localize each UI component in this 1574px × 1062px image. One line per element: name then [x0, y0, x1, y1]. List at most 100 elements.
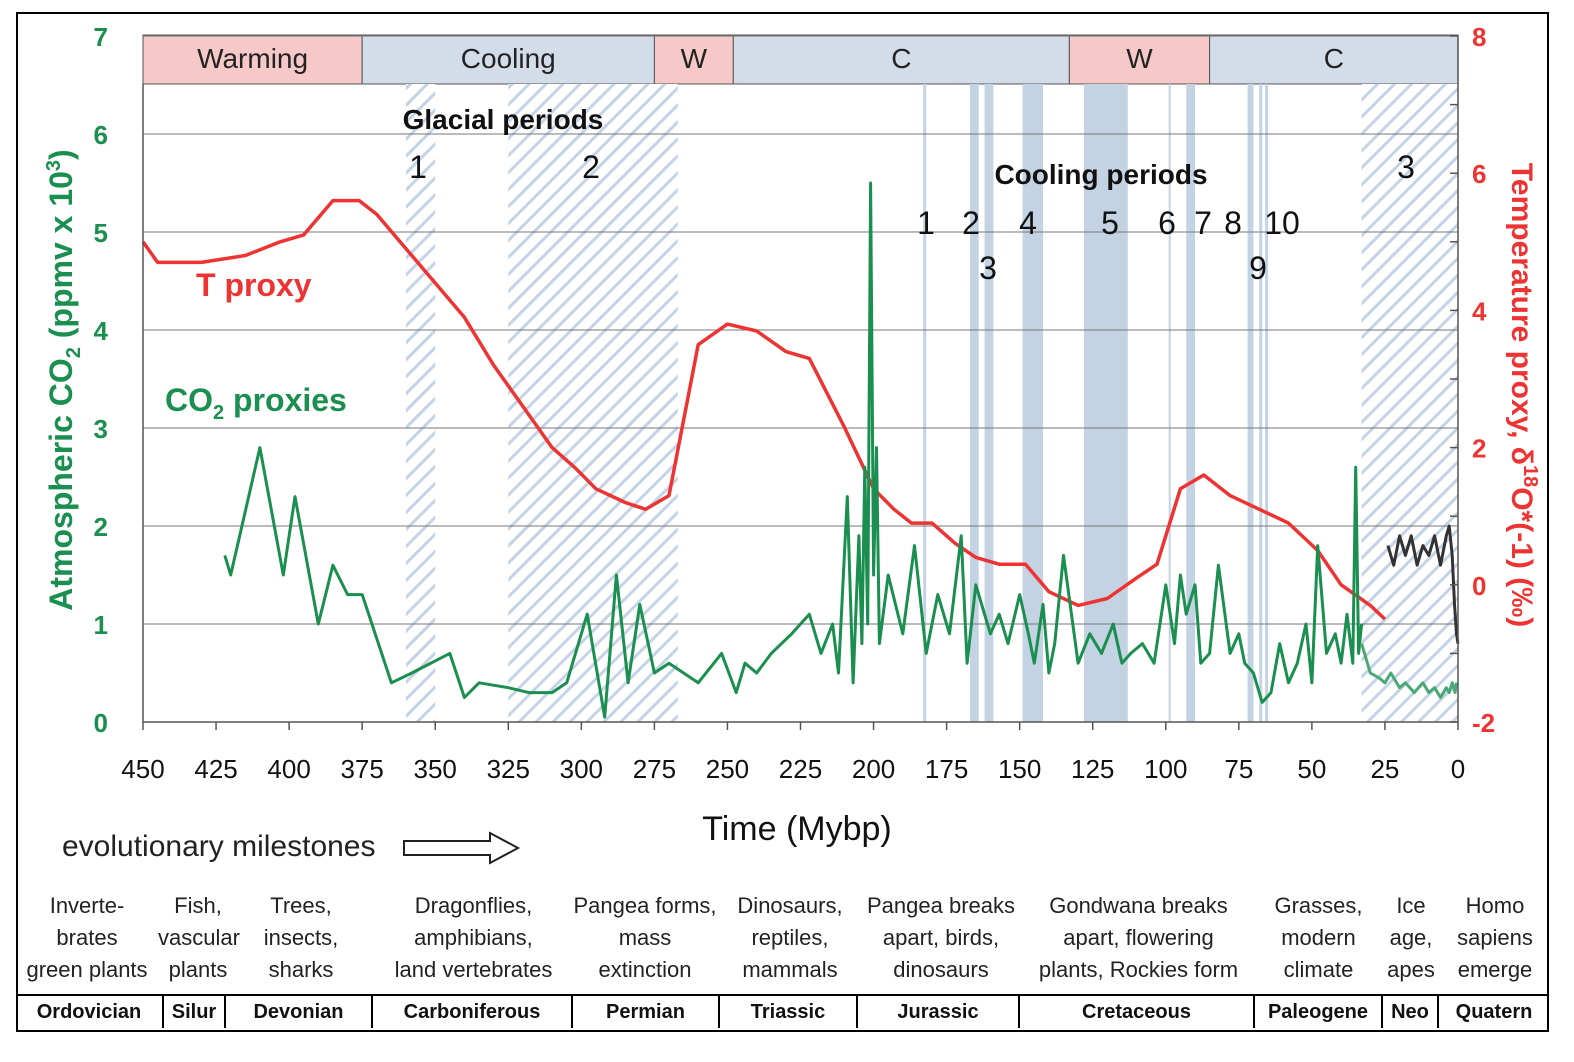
glacial-label-2: 2	[582, 149, 600, 185]
glacial-period-3	[1361, 84, 1458, 722]
co2-temperature-chart: Warming Cooling W C W C 450 425 400 375 350 325 300…	[43, 22, 1541, 848]
cooling-label-8: 8	[1224, 205, 1242, 241]
cooling-label-4: 4	[1019, 205, 1037, 241]
glacial-periods-title: Glacial periods	[403, 104, 604, 135]
cooling-period-3	[984, 84, 994, 722]
milestone-5: Dinosaurs, reptiles, mammals	[737, 893, 843, 982]
milestones-title: evolutionary milestones	[62, 830, 376, 863]
climate-band-label-1: Cooling	[461, 43, 556, 74]
label-co2-proxies: CO2 proxies	[165, 382, 347, 424]
y-left-tick-label-7: 7	[94, 22, 108, 52]
x-tick-label-250: 250	[706, 754, 749, 784]
milestone-9: Ice age, apes	[1387, 893, 1435, 982]
cooling-label-10: 10	[1264, 205, 1300, 241]
x-tick-label-200: 200	[852, 754, 895, 784]
x-tick-label-325: 325	[487, 754, 530, 784]
glacial-period-1	[406, 84, 436, 722]
geologic-periods-row: Ordovician Silur Devonian Carboniferous Perm…	[16, 994, 1549, 1030]
y-left-tick-label-0: 0	[94, 708, 108, 738]
cooling-period-5	[1083, 84, 1128, 722]
cooling-label-7: 7	[1194, 205, 1212, 241]
milestone-6: Pangea breaks apart, birds, dinosaurs	[867, 893, 1015, 982]
milestone-8: Grasses, modern climate	[1274, 893, 1363, 982]
climate-band-label-5: C	[1324, 43, 1344, 74]
y-left-tick-label-6: 6	[94, 120, 108, 150]
cooling-period-8	[1247, 84, 1254, 722]
y-right-tick-label-4: 4	[1472, 296, 1487, 326]
climate-band-label-0: Warming	[197, 43, 308, 74]
cooling-label-2: 2	[962, 205, 980, 241]
y-left-tick-label-1: 1	[94, 610, 108, 640]
climate-band-4	[1068, 34, 1211, 85]
climate-band-1	[361, 34, 655, 85]
y-left-axis-title: Atmospheric CO2 (ppmv x 103)	[43, 149, 85, 610]
cooling-label-3: 3	[979, 250, 997, 286]
y-right-tick-label--2: -2	[1472, 708, 1495, 738]
climate-band-3	[732, 34, 1070, 85]
milestone-4: Pangea forms, mass extinction	[573, 893, 717, 982]
period-quatern: Quatern	[1439, 994, 1549, 1028]
cooling-period-10	[1265, 84, 1269, 722]
x-tick-label-275: 275	[633, 754, 676, 784]
milestone-0: Inverte- brates green plants	[26, 893, 148, 982]
y-right-tick-label-6: 6	[1472, 159, 1486, 189]
x-tick-label-75: 75	[1224, 754, 1253, 784]
label-t-proxy: T proxy	[196, 267, 312, 303]
cooling-period-2	[969, 84, 979, 722]
climate-band-5	[1209, 34, 1459, 85]
x-tick-label-175: 175	[925, 754, 968, 784]
period-jurassic: Jurassic	[858, 994, 1020, 1028]
cooling-label-6: 6	[1158, 205, 1176, 241]
cooling-period-4	[1022, 84, 1044, 722]
glacial-label-1: 1	[409, 149, 427, 185]
y-right-tick-label-0: 0	[1472, 571, 1486, 601]
period-silur: Silur	[164, 994, 226, 1028]
series-co2-recent-line	[1360, 643, 1458, 699]
milestone-1: Fish, vascular plants	[158, 893, 240, 982]
x-tick-label-125: 125	[1071, 754, 1114, 784]
milestone-3: Dragonflies, amphibians, land vertebrate…	[394, 893, 553, 982]
y-left-tick-label-4: 4	[94, 316, 109, 346]
period-triassic: Triassic	[720, 994, 858, 1028]
cooling-label-1: 1	[917, 205, 935, 241]
figure-frame	[16, 12, 1549, 1032]
x-tick-label-25: 25	[1370, 754, 1399, 784]
period-ordovician: Ordovician	[16, 994, 164, 1028]
x-tick-label-100: 100	[1144, 754, 1187, 784]
cooling-period-1	[923, 84, 927, 722]
period-cretaceous: Cretaceous	[1020, 994, 1255, 1028]
x-tick-label-150: 150	[998, 754, 1041, 784]
y-right-tick-label-2: 2	[1472, 434, 1486, 464]
y-left-tick-label-3: 3	[94, 414, 108, 444]
x-tick-label-375: 375	[340, 754, 383, 784]
x-tick-label-0: 0	[1451, 754, 1465, 784]
x-axis-title: Time (Mybp)	[702, 810, 892, 848]
period-neo: Neo	[1383, 994, 1439, 1028]
cooling-periods-title: Cooling periods	[994, 159, 1207, 190]
cooling-label-5: 5	[1101, 205, 1119, 241]
glacial-period-2	[508, 84, 678, 722]
milestone-2: Trees, insects, sharks	[263, 893, 339, 982]
x-tick-label-50: 50	[1297, 754, 1326, 784]
milestones-title-row: evolutionary milestones	[62, 830, 522, 865]
glacial-label-3: 3	[1397, 149, 1415, 185]
x-tick-label-300: 300	[560, 754, 603, 784]
x-tick-label-425: 425	[194, 754, 237, 784]
milestone-10: Homo sapiens emerge	[1457, 893, 1533, 982]
x-tick-label-225: 225	[779, 754, 822, 784]
y-left-tick-label-5: 5	[94, 218, 108, 248]
series-t-proxy-line	[141, 198, 1387, 621]
x-tick-label-350: 350	[414, 754, 457, 784]
cooling-label-9: 9	[1249, 250, 1267, 286]
climate-band-0	[142, 34, 363, 85]
y-right-tick-label-8: 8	[1472, 22, 1486, 52]
cooling-period-6	[1168, 84, 1171, 722]
right-arrow-icon	[402, 831, 520, 865]
climate-band-label-3: C	[891, 43, 911, 74]
series-co2-line	[223, 181, 1364, 719]
period-carboniferous: Carboniferous	[373, 994, 573, 1028]
period-devonian: Devonian	[226, 994, 373, 1028]
x-tick-label-400: 400	[267, 754, 310, 784]
milestones-row: Inverte- brates green plants Fish, vascul…	[16, 890, 1549, 990]
x-tick-label-450: 450	[121, 754, 164, 784]
